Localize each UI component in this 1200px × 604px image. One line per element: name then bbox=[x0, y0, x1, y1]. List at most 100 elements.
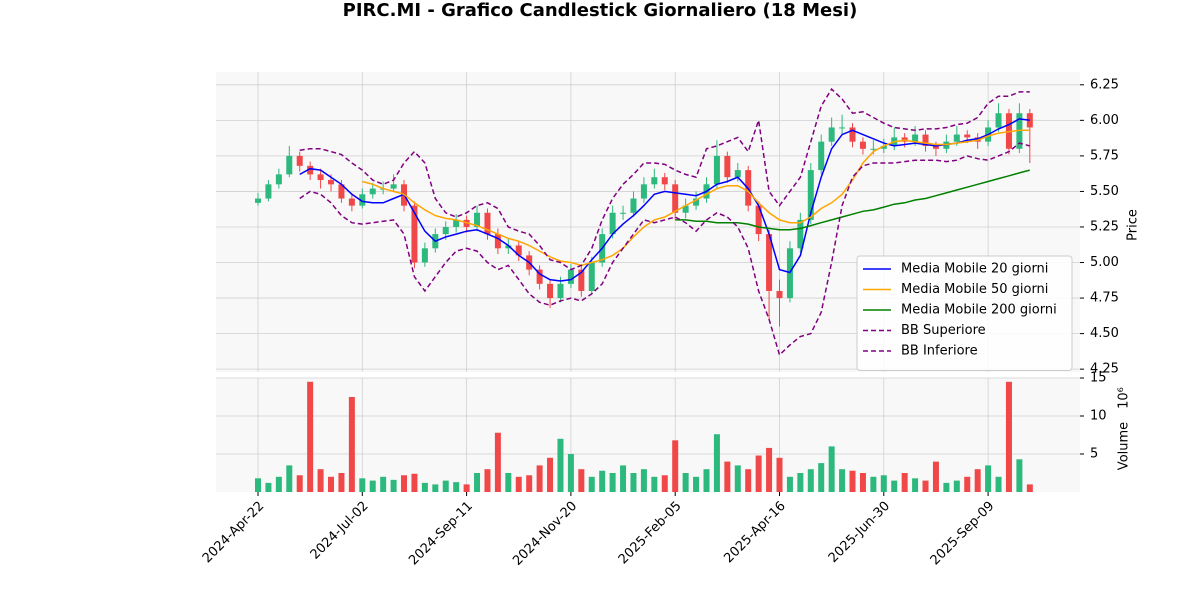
candle-body bbox=[390, 184, 397, 189]
candle-body bbox=[807, 170, 814, 220]
candle-body bbox=[880, 145, 887, 149]
candle-body bbox=[442, 226, 449, 235]
volume-bar bbox=[317, 469, 324, 492]
candle-body bbox=[359, 194, 366, 206]
x-tick-label: 2024-Jul-02 bbox=[308, 499, 372, 563]
volume-bar bbox=[494, 432, 501, 492]
candle-body bbox=[828, 127, 835, 142]
volume-bar bbox=[828, 446, 835, 492]
volume-bar bbox=[651, 476, 658, 492]
x-tick-label: 2024-Sep-11 bbox=[406, 499, 476, 569]
volume-bar bbox=[609, 473, 616, 492]
candle-body bbox=[275, 174, 282, 185]
candle-body bbox=[536, 269, 543, 284]
volume-bar bbox=[432, 484, 439, 492]
volume-bar bbox=[672, 440, 679, 492]
series-line bbox=[299, 118, 1030, 282]
volume-bar bbox=[964, 476, 971, 492]
volume-bar bbox=[328, 476, 335, 492]
volume-bar bbox=[296, 475, 303, 492]
candle-body bbox=[547, 283, 554, 299]
candle-body bbox=[755, 205, 762, 235]
volume-bar bbox=[421, 482, 428, 492]
candle-body bbox=[453, 219, 460, 227]
volume-multiplier: 10⁶ bbox=[1117, 387, 1132, 409]
volume-bar bbox=[766, 447, 773, 492]
candle-body bbox=[672, 184, 679, 213]
candle-body bbox=[328, 180, 335, 185]
candle-body bbox=[286, 155, 293, 175]
legend-label: Media Mobile 20 giorni bbox=[901, 262, 1048, 277]
candle-body bbox=[734, 170, 741, 178]
candle-body bbox=[348, 198, 355, 206]
candle-body bbox=[776, 290, 783, 299]
candle-body bbox=[932, 145, 939, 149]
x-tick-label: 2025-Jun-30 bbox=[826, 499, 893, 566]
volume-bar bbox=[870, 476, 877, 492]
candle-body bbox=[995, 113, 1002, 128]
volume-bar bbox=[348, 397, 355, 492]
legend-label: BB Inferiore bbox=[901, 344, 978, 359]
volume-bar bbox=[547, 457, 554, 492]
legend-label: BB Superiore bbox=[901, 323, 986, 338]
volume-bar bbox=[599, 470, 606, 492]
volume-bar bbox=[693, 476, 700, 492]
candle-body bbox=[640, 184, 647, 199]
volume-bar bbox=[839, 469, 846, 492]
volume-bar bbox=[932, 461, 939, 492]
x-tick-label: 2024-Nov-20 bbox=[510, 499, 580, 569]
volume-bar bbox=[442, 480, 449, 492]
candle-body bbox=[620, 212, 627, 214]
volume-bar bbox=[745, 469, 752, 492]
volume-bar bbox=[985, 465, 992, 492]
legend-box bbox=[856, 255, 1073, 371]
y-tick-label: 5.75 bbox=[1090, 148, 1119, 163]
y-axis-label: Price bbox=[1126, 209, 1141, 241]
candle-body bbox=[567, 269, 574, 284]
candle-body bbox=[922, 134, 929, 146]
candle-body bbox=[494, 234, 501, 249]
candle-body bbox=[630, 198, 637, 213]
series-line bbox=[299, 142, 1030, 357]
volume-bar bbox=[912, 478, 919, 492]
candle-body bbox=[255, 198, 261, 203]
volume-bar bbox=[755, 455, 762, 492]
candle-body bbox=[609, 212, 616, 235]
volume-bar bbox=[286, 465, 293, 492]
candle-body bbox=[797, 219, 804, 249]
volume-bar bbox=[255, 478, 261, 492]
volume-bar bbox=[922, 480, 929, 492]
volume-bar bbox=[859, 473, 866, 492]
volume-bar bbox=[411, 473, 418, 492]
volume-bar bbox=[338, 473, 345, 492]
volume-bar bbox=[526, 475, 533, 492]
volume-bar bbox=[880, 475, 887, 492]
volume-bar bbox=[640, 469, 647, 492]
volume-bar bbox=[807, 469, 814, 492]
candle-body bbox=[859, 141, 866, 149]
y-tick-label: 15 bbox=[1090, 371, 1107, 386]
volume-bar bbox=[463, 484, 470, 492]
candle-body bbox=[839, 127, 846, 129]
candle-body bbox=[338, 184, 345, 199]
candle-body bbox=[1026, 113, 1033, 128]
volume-bar bbox=[891, 480, 898, 492]
y-tick-label: 4.75 bbox=[1090, 291, 1119, 306]
candle-body bbox=[588, 262, 595, 291]
volume-bar bbox=[515, 476, 522, 492]
volume-bar bbox=[567, 454, 574, 492]
volume-bar bbox=[797, 473, 804, 492]
candle-body bbox=[369, 188, 376, 195]
y-tick-label: 5.00 bbox=[1090, 255, 1119, 270]
volume-bar bbox=[275, 476, 282, 492]
volume-bar bbox=[1016, 459, 1023, 492]
candle-body bbox=[818, 141, 825, 171]
candle-body bbox=[953, 134, 960, 142]
volume-bar bbox=[484, 469, 491, 492]
volume-bar bbox=[557, 438, 564, 492]
candle-body bbox=[411, 205, 418, 263]
volume-axis-label: Volume bbox=[1117, 422, 1132, 470]
volume-bar bbox=[1026, 484, 1033, 492]
y-tick-label: 4.25 bbox=[1090, 362, 1119, 377]
volume-bar bbox=[995, 476, 1002, 492]
